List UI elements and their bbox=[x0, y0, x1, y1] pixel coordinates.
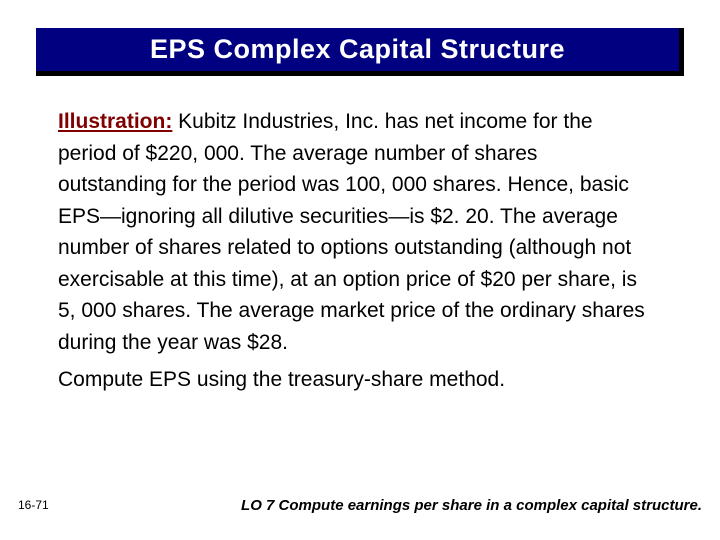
illustration-label: Illustration: bbox=[58, 110, 172, 133]
title-bar: EPS Complex Capital Structure bbox=[36, 28, 679, 71]
slide-number: 16-71 bbox=[18, 498, 49, 512]
body-text: Kubitz Industries, Inc. has net income f… bbox=[58, 110, 645, 354]
title-bar-shadow: EPS Complex Capital Structure bbox=[36, 28, 684, 76]
learning-objective: LO 7 Compute earnings per share in a com… bbox=[241, 497, 702, 514]
slide-title: EPS Complex Capital Structure bbox=[150, 34, 565, 65]
illustration-paragraph: Illustration: Kubitz Industries, Inc. ha… bbox=[58, 106, 648, 358]
body-content: Illustration: Kubitz Industries, Inc. ha… bbox=[58, 106, 648, 372]
compute-instruction: Compute EPS using the treasury-share met… bbox=[58, 368, 648, 392]
